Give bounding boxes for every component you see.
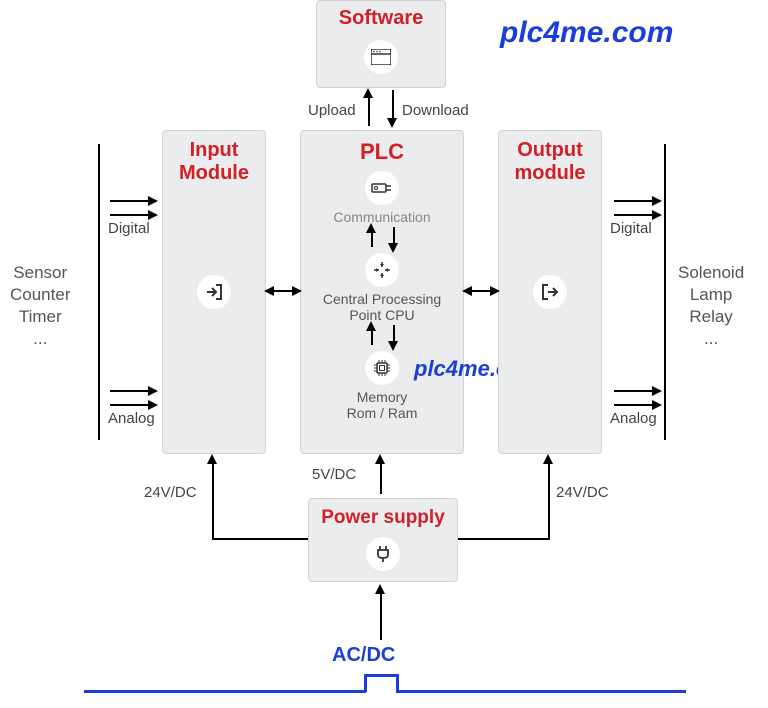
plug-icon <box>309 537 457 571</box>
power-title: Power supply <box>309 507 457 529</box>
power-supply-box: Power supply <box>308 498 458 582</box>
label-analog-right: Analog <box>610 410 657 427</box>
cpu-label-1: Central Processing <box>301 291 463 307</box>
input-arrow-icon <box>163 275 265 309</box>
watermark-top: plc4me.com <box>500 16 673 50</box>
download-label: Download <box>402 102 469 119</box>
output-title-2: module <box>499 162 601 185</box>
lamp-label: Lamp <box>678 284 744 306</box>
label-digital-right: Digital <box>610 220 652 237</box>
counter-label: Counter <box>10 284 70 306</box>
cpu-icon <box>301 253 463 287</box>
bus-line-left <box>84 690 366 693</box>
input-module-box: Input Module <box>162 130 266 454</box>
right-external-labels: Solenoid Lamp Relay ... <box>678 262 744 350</box>
left-external-labels: Sensor Counter Timer ... <box>10 262 70 350</box>
label-analog-left: Analog <box>108 410 155 427</box>
output-arrow-icon <box>499 275 601 309</box>
sensor-label: Sensor <box>10 262 70 284</box>
left-vertical-bar <box>98 144 100 440</box>
memory-label-2: Rom / Ram <box>301 405 463 421</box>
acdc-label: AC/DC <box>332 644 395 667</box>
software-window-icon <box>317 40 445 74</box>
label-24v-right: 24V/DC <box>556 484 609 501</box>
bus-notch-top <box>364 674 398 677</box>
software-box: Software <box>316 0 446 88</box>
plc-box: PLC Communication Central Processing Poi… <box>300 130 464 454</box>
communication-icon <box>301 171 463 205</box>
plc-title: PLC <box>301 139 463 165</box>
relay-label: Relay <box>678 306 744 328</box>
label-5v: 5V/DC <box>312 466 356 483</box>
dots-right: ... <box>678 328 744 350</box>
upload-label: Upload <box>308 102 356 119</box>
right-vertical-bar <box>664 144 666 440</box>
input-title-2: Module <box>163 162 265 185</box>
output-module-box: Output module <box>498 130 602 454</box>
dots-left: ... <box>10 328 70 350</box>
software-title: Software <box>317 7 445 30</box>
cpu-label-2: Point CPU <box>301 307 463 323</box>
label-24v-left: 24V/DC <box>144 484 197 501</box>
bus-line-right <box>396 690 686 693</box>
memory-label-1: Memory <box>301 389 463 405</box>
output-title-1: Output <box>499 139 601 162</box>
communication-label: Communication <box>301 209 463 225</box>
solenoid-label: Solenoid <box>678 262 744 284</box>
input-title-1: Input <box>163 139 265 162</box>
timer-label: Timer <box>10 306 70 328</box>
label-digital-left: Digital <box>108 220 150 237</box>
